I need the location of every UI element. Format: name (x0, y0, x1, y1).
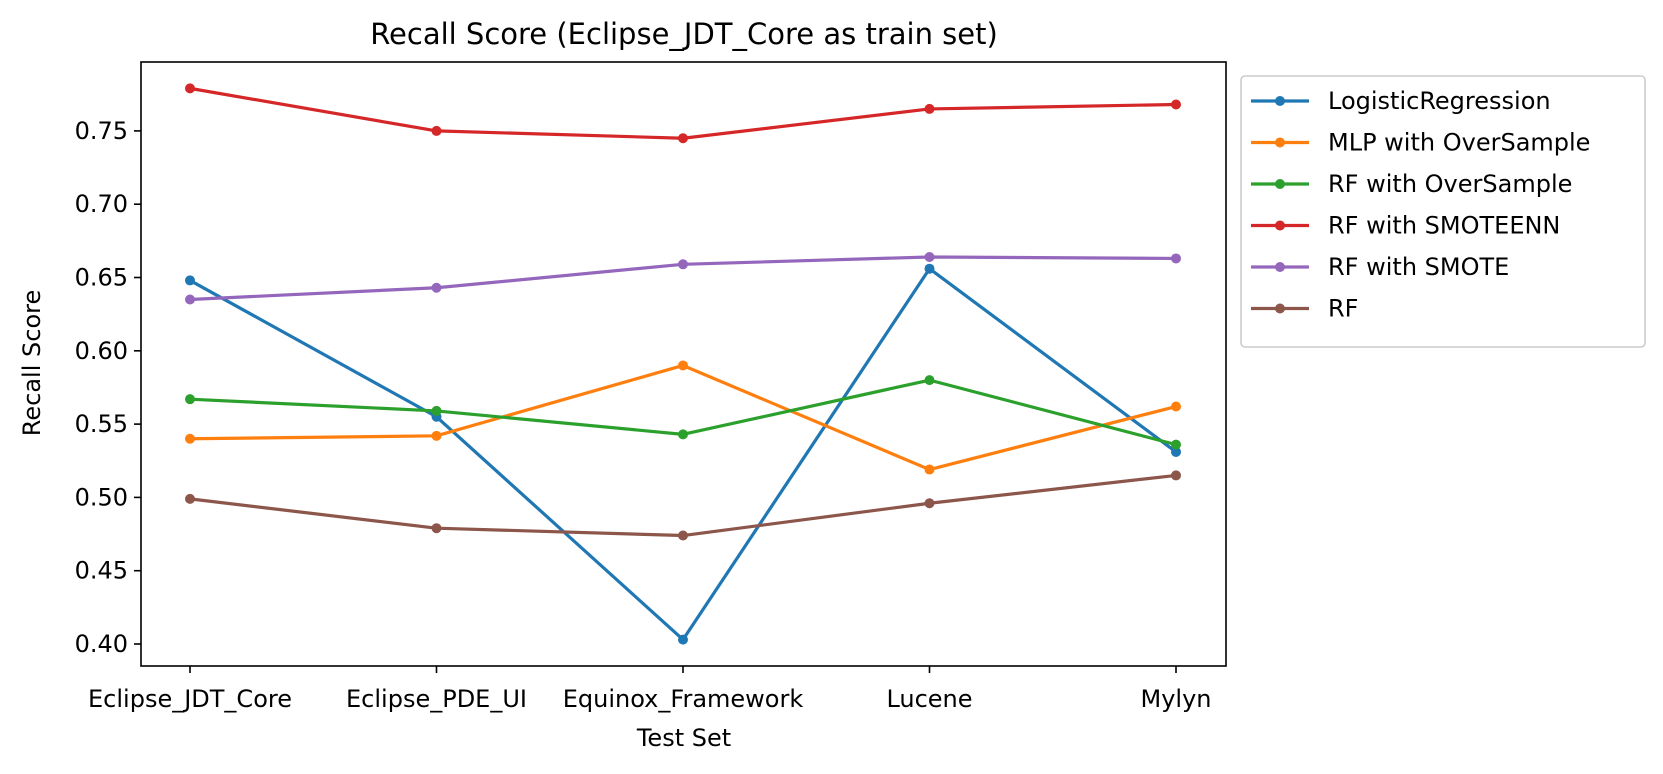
y-tick-label: 0.50 (75, 483, 128, 511)
series-group (185, 470, 1181, 541)
legend: LogisticRegression MLP with OverSample RF … (1240, 75, 1646, 348)
data-point (678, 360, 688, 371)
y-tick-label: 0.70 (75, 190, 128, 218)
series-group (185, 360, 1181, 475)
legend-frame (1240, 75, 1646, 348)
data-point (678, 429, 688, 440)
legend-entry: LogisticRegression (1251, 87, 1551, 115)
legend-marker (1275, 96, 1285, 106)
legend-marker (1275, 179, 1285, 189)
data-point (678, 530, 688, 541)
x-tick-label: Eclipse_PDE_UI (346, 685, 527, 713)
data-point (924, 375, 935, 386)
legend-label: MLP with OverSample (1328, 129, 1590, 157)
legend-entry: RF with SMOTE (1251, 253, 1509, 281)
data-point (431, 405, 442, 416)
legend-label: RF (1328, 295, 1358, 323)
data-point (431, 282, 442, 293)
data-point (924, 464, 935, 475)
legend-label: RF with SMOTEENN (1328, 212, 1560, 240)
data-point (185, 394, 195, 405)
data-point (678, 133, 688, 144)
data-point (924, 498, 935, 509)
y-tick-label: 0.65 (75, 264, 128, 292)
axis-layer: 0.40 0.45 0.50 0.55 0.60 0.65 0.70 0.75 Eclipse_… (75, 61, 1227, 713)
series-group (185, 375, 1181, 450)
data-point (185, 493, 195, 504)
series-group (185, 263, 1181, 645)
data-point (431, 523, 442, 534)
series-group (185, 251, 1181, 305)
data-point (1171, 439, 1181, 450)
legend-marker (1275, 220, 1285, 231)
y-axis-label: Recall Score (18, 290, 46, 436)
data-point (924, 103, 935, 114)
legend-label: RF with OverSample (1328, 170, 1572, 198)
legend-marker (1275, 137, 1285, 148)
legend-marker (1275, 262, 1285, 272)
legend-entry: RF with SMOTEENN (1251, 212, 1560, 240)
legend-entry: RF (1251, 295, 1358, 323)
legend-label: LogisticRegression (1328, 87, 1551, 115)
y-tick-label: 0.45 (75, 557, 128, 585)
data-point (185, 275, 195, 286)
legend-entry: RF with OverSample (1251, 170, 1572, 198)
data-point (185, 433, 195, 444)
data-point (185, 294, 195, 305)
data-point (1171, 253, 1181, 264)
series-line (189, 363, 1177, 472)
series-line (189, 267, 1177, 642)
x-tick-label: Mylyn (1141, 685, 1212, 713)
data-point (924, 263, 935, 274)
data-point (185, 83, 195, 94)
legend-label: RF with SMOTE (1328, 253, 1509, 281)
data-point (678, 634, 688, 645)
data-point (1171, 446, 1181, 457)
legend-entry: MLP with OverSample (1251, 129, 1590, 157)
data-point (431, 125, 442, 136)
chart-title: Recall Score (Eclipse_JDT_Core as train … (370, 17, 998, 51)
y-tick-label: 0.75 (75, 117, 128, 145)
x-axis-label: Test Set (636, 724, 731, 752)
data-point (431, 430, 442, 441)
series-layer (185, 83, 1181, 645)
y-tick-label: 0.40 (75, 630, 128, 658)
y-tick-label: 0.60 (75, 337, 128, 365)
x-tick-label: Equinox_Framework (563, 685, 804, 713)
data-point (1171, 401, 1181, 412)
data-point (1171, 99, 1181, 110)
series-line (189, 86, 1177, 140)
series-line (189, 473, 1177, 538)
data-point (1171, 470, 1181, 481)
data-point (678, 259, 688, 270)
series-group (185, 83, 1181, 144)
x-tick-label: Lucene (886, 685, 972, 713)
x-tick-label: Eclipse_JDT_Core (88, 685, 292, 713)
data-point (924, 251, 935, 262)
legend-marker (1275, 303, 1285, 314)
y-tick-label: 0.55 (75, 410, 128, 438)
